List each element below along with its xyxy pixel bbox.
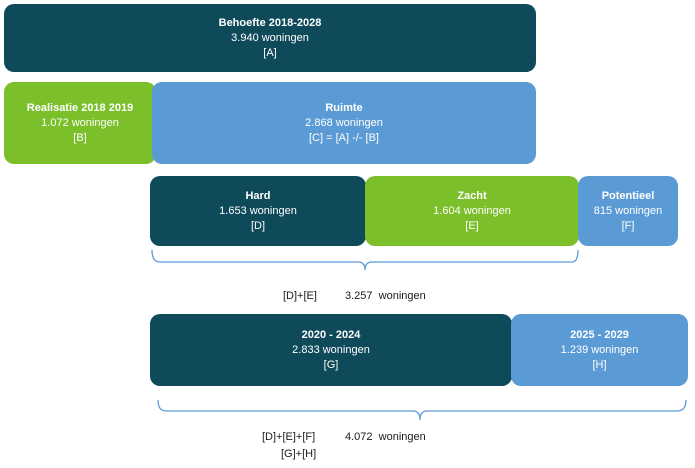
box-code: [F]	[621, 219, 635, 232]
box-value: 2.868 woningen	[305, 116, 383, 129]
sum-first-formula: [D]+[E]	[283, 290, 317, 302]
box-value: 2.833 woningen	[292, 343, 370, 356]
box-value: 815 woningen	[593, 204, 663, 217]
box-title: 2020 - 2024	[301, 328, 361, 341]
box-2025-2029: 2025 - 2029 1.239 woningen [H]	[511, 314, 688, 386]
box-code: [C] = [A] -/- [B]	[309, 131, 379, 144]
box-title: 2025 - 2029	[570, 328, 629, 341]
box-title: Potentieel	[601, 189, 655, 202]
box-code: [A]	[263, 46, 277, 59]
box-title: Behoefte 2018-2028	[218, 16, 322, 29]
box-title: Hard	[245, 189, 271, 202]
box-hard: Hard 1.653 woningen [D]	[150, 176, 366, 246]
box-value: 1.239 woningen	[560, 343, 639, 356]
box-2020-2024: 2020 - 2024 2.833 woningen [G]	[150, 314, 512, 386]
box-title: Realisatie 2018 2019	[26, 101, 134, 114]
box-title: Ruimte	[325, 101, 363, 114]
box-ruimte: Ruimte 2.868 woningen [C] = [A] -/- [B]	[152, 82, 536, 164]
box-value: 1.653 woningen	[219, 204, 297, 217]
box-title: Zacht	[457, 189, 487, 202]
box-code: [G]	[323, 358, 339, 371]
brace-second	[157, 399, 687, 421]
sum-second-formula-alt: [G]+[H]	[281, 448, 317, 460]
box-behoefte: Behoefte 2018-2028 3.940 woningen [A]	[4, 4, 536, 72]
box-code: [B]	[73, 131, 87, 144]
box-value: 1.604 woningen	[433, 204, 511, 217]
box-code: [H]	[592, 358, 607, 371]
box-zacht: Zacht 1.604 woningen [E]	[365, 176, 579, 246]
box-value: 1.072 woningen	[41, 116, 119, 129]
brace-first	[151, 249, 579, 271]
sum-second-value: 4.072 woningen	[345, 431, 426, 443]
box-code: [D]	[250, 219, 266, 232]
box-value: 3.940 woningen	[231, 31, 309, 44]
box-potentieel: Potentieel 815 woningen [F]	[578, 176, 678, 246]
box-realisatie: Realisatie 2018 2019 1.072 woningen [B]	[4, 82, 156, 164]
sum-second-formula: [D]+[E]+[F]	[262, 431, 316, 443]
sum-first-value: 3.257 woningen	[345, 290, 426, 302]
box-code: [E]	[465, 219, 479, 232]
